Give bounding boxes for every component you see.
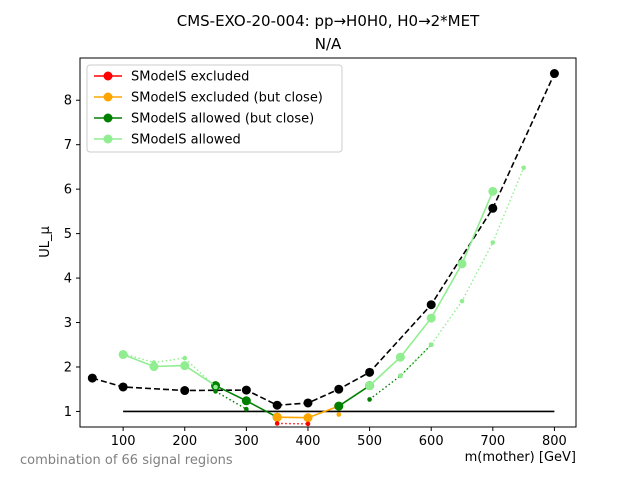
series-9-point <box>274 421 280 426</box>
y-tick-label: 7 <box>64 138 72 153</box>
series-3-point <box>241 396 251 406</box>
y-tick-label: 8 <box>64 94 72 109</box>
legend-label: SModelS allowed <box>131 133 241 148</box>
x-tick-label: 200 <box>172 434 197 449</box>
series-7-line <box>122 352 217 388</box>
y-tick-label: 3 <box>64 316 72 331</box>
series-0-point <box>303 398 313 408</box>
series-10-point <box>336 412 342 417</box>
series-0-point <box>241 385 251 395</box>
chart-subtitle: N/A <box>315 35 342 53</box>
series-5-point <box>334 401 344 411</box>
legend-label: SModelS excluded (but close) <box>131 91 323 106</box>
legend-marker <box>103 71 113 81</box>
legend-label: SModelS allowed (but close) <box>131 112 314 127</box>
series-0-point <box>180 386 190 396</box>
series-0-point <box>87 373 97 383</box>
legend-marker <box>103 134 113 144</box>
y-tick-label: 1 <box>64 405 72 420</box>
series-8-point <box>213 389 218 394</box>
series-0-point <box>334 384 344 394</box>
y-tick-label: 5 <box>64 227 72 242</box>
series-8-point <box>244 406 249 412</box>
series-5-line <box>338 385 371 407</box>
series-2-point <box>180 361 190 371</box>
series-6-point <box>426 313 436 323</box>
series-12-point <box>398 373 403 379</box>
series-6-line <box>369 191 494 387</box>
x-axis-label: m(mother) [GeV] <box>465 450 576 465</box>
series-7-point <box>213 384 218 390</box>
series-7-point <box>182 355 188 361</box>
series-12-line <box>399 167 525 377</box>
series-11-line <box>369 344 432 400</box>
series-6-point <box>457 259 467 269</box>
y-axis-label: UL_μ <box>38 226 53 258</box>
series-6-point <box>395 352 405 362</box>
legend-marker <box>103 113 113 123</box>
series-7-point <box>120 351 126 356</box>
series-9-line <box>277 422 309 425</box>
series-6-point <box>365 381 375 391</box>
series-7-point <box>151 360 157 365</box>
x-tick-label: 400 <box>296 434 321 449</box>
x-tick-label: 600 <box>419 434 444 449</box>
series-9-point <box>305 421 311 427</box>
series-6-point <box>488 186 498 196</box>
x-tick-label: 100 <box>111 434 136 449</box>
series-12-point <box>490 240 496 245</box>
series-0-point <box>488 203 498 213</box>
legend: SModelS excluded SModelS excluded (but cl… <box>86 64 343 153</box>
series-12-point <box>428 342 434 348</box>
series-0-point <box>549 69 559 79</box>
series-12-point <box>521 165 526 171</box>
axes-frame <box>79 57 577 428</box>
x-axis: 100 200 300 400 500 600 700 800 <box>111 427 567 449</box>
y-tick-label: 4 <box>64 272 72 287</box>
x-tick-label: 500 <box>357 434 382 449</box>
x-tick-label: 800 <box>542 434 567 449</box>
series-12-point <box>459 298 465 304</box>
chart-title: CMS-EXO-20-004: pp→H0H0, H0→2*MET <box>177 12 480 30</box>
legend-box <box>86 64 343 153</box>
y-tick-label: 2 <box>64 360 72 375</box>
series-11-point <box>367 397 372 402</box>
legend-label: SModelS excluded <box>131 70 249 85</box>
y-axis: 1 2 3 4 5 6 7 8 <box>64 94 80 420</box>
series-0-point <box>272 400 282 410</box>
series-4-point <box>303 413 313 423</box>
footnote: combination of 66 signal regions <box>20 453 233 468</box>
series-2-line <box>122 353 217 387</box>
series-0-point <box>426 300 436 310</box>
y-tick-label: 6 <box>64 183 72 198</box>
series-0-point <box>365 367 375 377</box>
x-tick-label: 300 <box>234 434 259 449</box>
series-layer <box>87 69 559 427</box>
series-2-point <box>149 362 159 372</box>
x-tick-label: 700 <box>480 434 505 449</box>
series-4-point <box>272 412 282 422</box>
series-0-point <box>118 382 128 392</box>
legend-marker <box>103 92 113 102</box>
